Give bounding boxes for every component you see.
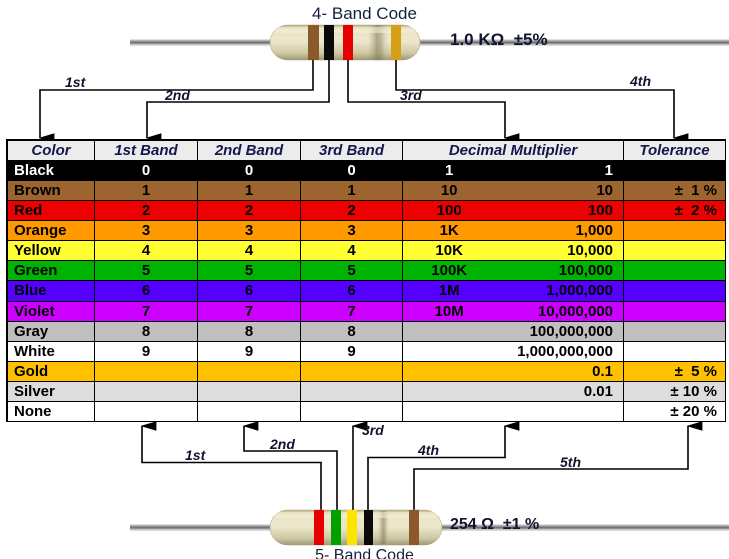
svg-text:4th: 4th: [629, 73, 651, 89]
svg-text:2nd: 2nd: [164, 87, 190, 103]
svg-text:3rd: 3rd: [400, 87, 422, 103]
svg-text:1st: 1st: [65, 74, 87, 90]
